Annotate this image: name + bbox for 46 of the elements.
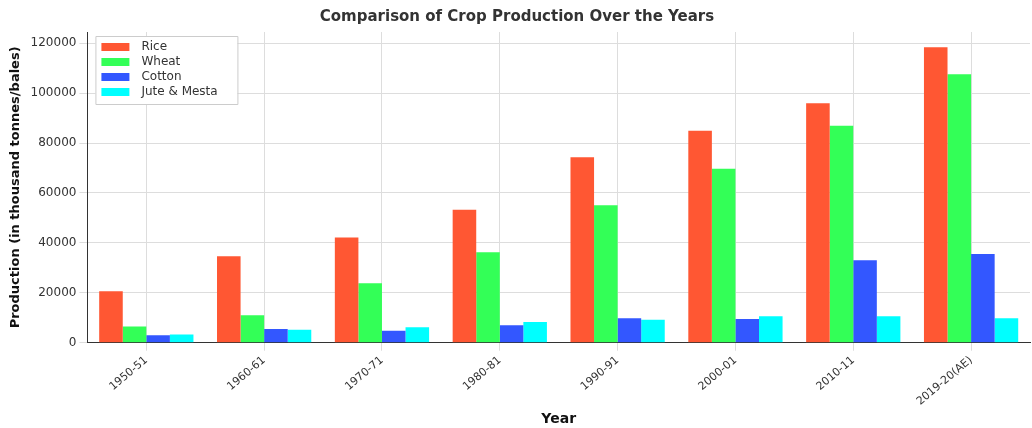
y-axis-title: Production (in thousand tonnes/bales) bbox=[7, 46, 23, 329]
y-tick-label: 60000 bbox=[38, 185, 77, 200]
bar bbox=[594, 205, 618, 343]
bar bbox=[358, 283, 382, 343]
y-tick-label: 120000 bbox=[30, 35, 77, 50]
y-tick-label: 20000 bbox=[38, 284, 77, 299]
bar bbox=[806, 103, 830, 343]
legend-label: Cotton bbox=[141, 69, 182, 84]
bar bbox=[146, 335, 170, 343]
bar bbox=[287, 329, 312, 343]
legend-label: Jute & Mesta bbox=[140, 84, 218, 99]
legend-label: Rice bbox=[141, 39, 168, 54]
bar bbox=[169, 334, 194, 343]
bar bbox=[405, 327, 430, 343]
bar bbox=[99, 291, 123, 343]
bar bbox=[122, 326, 147, 343]
bar bbox=[334, 237, 359, 343]
bar bbox=[476, 252, 500, 343]
bar bbox=[452, 209, 477, 343]
bar bbox=[217, 256, 241, 343]
bar bbox=[523, 322, 547, 343]
bar bbox=[499, 325, 524, 343]
bar bbox=[240, 315, 265, 343]
bar bbox=[923, 47, 948, 343]
bar bbox=[829, 125, 854, 343]
bar bbox=[971, 254, 995, 343]
x-axis-title: Year bbox=[540, 410, 577, 427]
y-tick-label: 40000 bbox=[38, 235, 77, 250]
bar bbox=[876, 316, 901, 343]
y-tick-label: 0 bbox=[68, 334, 77, 349]
bar bbox=[570, 157, 595, 343]
bar bbox=[688, 130, 712, 343]
bar bbox=[711, 168, 736, 343]
bar bbox=[735, 319, 760, 343]
legend-label: Wheat bbox=[141, 54, 181, 69]
bar bbox=[994, 318, 1019, 343]
bar bbox=[381, 330, 406, 343]
y-tick-label: 80000 bbox=[38, 135, 77, 150]
bar bbox=[264, 329, 288, 343]
bar bbox=[853, 260, 877, 343]
bar bbox=[759, 316, 783, 343]
bar bbox=[641, 319, 665, 343]
bar bbox=[617, 318, 642, 343]
bar bbox=[947, 74, 972, 343]
y-tick-label: 100000 bbox=[30, 85, 77, 100]
chart-title: Comparison of Crop Production Over the Years bbox=[319, 6, 715, 25]
